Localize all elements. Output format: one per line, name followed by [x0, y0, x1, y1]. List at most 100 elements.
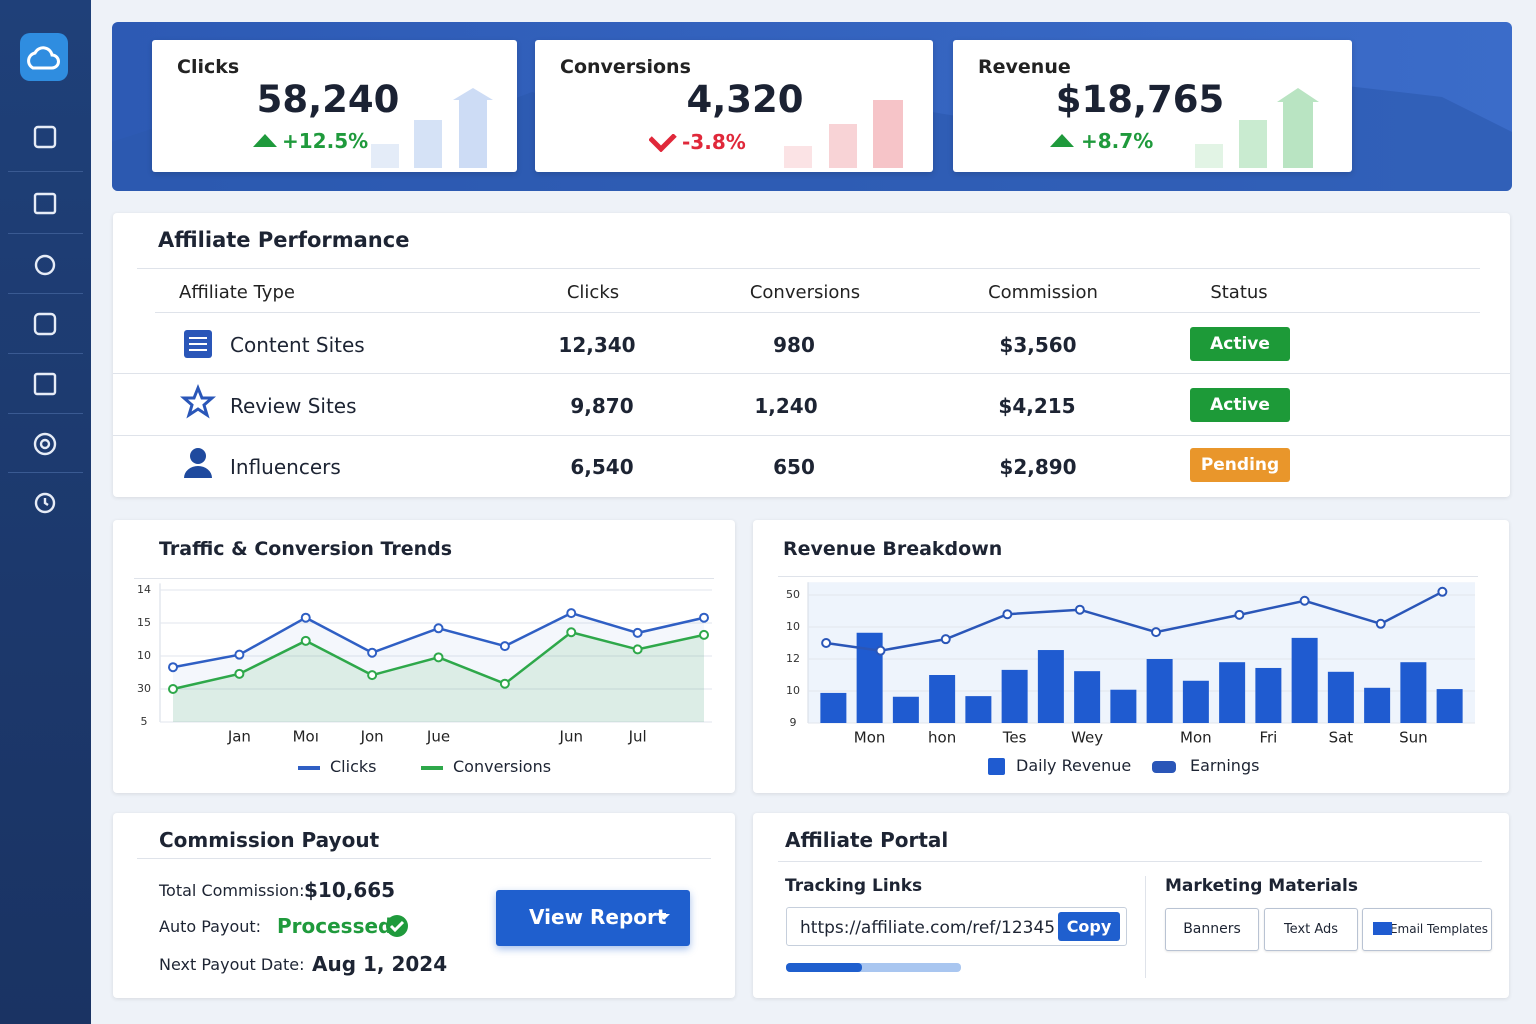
- mini-bars: [1195, 88, 1319, 168]
- separator: [8, 171, 83, 172]
- table-cell: $3,560: [999, 333, 1077, 357]
- table-cell: 9,870: [570, 394, 634, 418]
- label: Next Payout Date:: [159, 955, 305, 974]
- kpi-value: 58,240: [256, 78, 400, 121]
- separator: [8, 293, 83, 294]
- legend-label[interactable]: Daily Revenue: [1016, 756, 1132, 775]
- sidebar-icons: [20, 33, 68, 514]
- kpi-card: Conversions 4,320 -3.8%: [535, 40, 933, 172]
- down-arrow: [649, 134, 677, 152]
- progress-track: [786, 963, 961, 972]
- material-button[interactable]: Email Templates: [1362, 908, 1492, 951]
- kpi-label: Clicks: [177, 56, 240, 78]
- email-icon: [1373, 922, 1392, 935]
- nav-icon[interactable]: [33, 125, 57, 149]
- legend-label[interactable]: Earnings: [1190, 756, 1260, 775]
- copy-button[interactable]: Copy: [1058, 912, 1120, 941]
- kpi-value: $18,765: [1055, 78, 1225, 121]
- up-arrow: [1050, 134, 1074, 147]
- divider: [113, 435, 1510, 436]
- nav-icon[interactable]: [33, 192, 57, 215]
- legend-swatch: [421, 766, 443, 770]
- nav-icon[interactable]: [34, 254, 56, 276]
- legend-label[interactable]: Clicks: [330, 757, 377, 776]
- table-header: Commission: [988, 282, 1098, 303]
- separator: [8, 472, 83, 473]
- divider: [113, 373, 1510, 374]
- logo[interactable]: [20, 33, 68, 81]
- panel-title: Commission Payout: [159, 828, 380, 852]
- up-arrow: [253, 134, 277, 147]
- kpi-label: Revenue: [978, 56, 1071, 78]
- separator: [8, 413, 83, 414]
- table-cell: 12,340: [558, 333, 636, 357]
- panel-title: Affiliate Portal: [785, 828, 949, 852]
- mini-bars: [784, 100, 903, 168]
- section-title: Marketing Materials: [1165, 876, 1358, 896]
- table-header: Conversions: [749, 282, 861, 303]
- chart-title: Traffic & Conversion Trends: [159, 538, 453, 560]
- divider: [1145, 876, 1146, 978]
- table-cell: Content Sites: [230, 333, 365, 357]
- divider: [155, 312, 1480, 313]
- separator: [8, 353, 83, 354]
- nav-icon-detail: [39, 438, 51, 450]
- check-icon: [386, 915, 408, 937]
- nav-icon[interactable]: [34, 492, 56, 514]
- revenue-panel: [753, 520, 1509, 793]
- status-badge: Active: [1190, 327, 1290, 361]
- nav-icon[interactable]: [33, 372, 57, 396]
- progress-fill: [786, 963, 862, 972]
- legend-label[interactable]: Conversions: [453, 757, 552, 776]
- view-report-button[interactable]: View Report: [496, 890, 690, 946]
- label: Total Commission:: [159, 881, 305, 900]
- table-header: Affiliate Type: [179, 282, 295, 303]
- legend-swatch: [988, 758, 1005, 775]
- table-cell: 1,240: [754, 394, 818, 418]
- traffic-panel: [113, 520, 735, 793]
- divider: [134, 578, 714, 579]
- table-cell: 650: [773, 455, 815, 479]
- label: Auto Payout:: [159, 917, 262, 936]
- star-icon: [180, 383, 216, 419]
- status-badge: Active: [1190, 388, 1290, 422]
- kpi-value: 4,320: [686, 78, 804, 121]
- legend-swatch: [298, 766, 320, 770]
- button-label: View Report: [529, 905, 667, 929]
- sidebar: [0, 0, 91, 1024]
- mini-bars: [371, 88, 493, 168]
- table-cell: 6,540: [570, 455, 634, 479]
- person-icon: [190, 448, 206, 464]
- next-payout-date: Aug 1, 2024: [312, 952, 448, 976]
- material-button[interactable]: Banners: [1165, 908, 1259, 951]
- row-icons: [180, 330, 216, 478]
- divider: [137, 268, 1480, 269]
- tracking-url: https://affiliate.com/ref/12345: [800, 918, 1056, 938]
- table-header: Clicks: [566, 282, 620, 303]
- divider: [137, 858, 711, 859]
- kpi-change: +8.7%: [1081, 129, 1154, 153]
- divider: [778, 861, 1482, 862]
- table-cell: 980: [773, 333, 815, 357]
- nav-icon[interactable]: [33, 312, 57, 336]
- kpi-change: -3.8%: [682, 130, 746, 154]
- material-button[interactable]: Text Ads: [1264, 908, 1358, 951]
- status-badge: Pending: [1190, 448, 1290, 482]
- divider: [778, 576, 1478, 577]
- separator: [8, 233, 83, 234]
- table-cell: Influencers: [230, 455, 341, 479]
- kpi-change: +12.5%: [282, 129, 369, 153]
- nav-icon[interactable]: [33, 432, 57, 456]
- logo-icon: [27, 46, 60, 70]
- dropdown-caret: [658, 914, 670, 920]
- table-cell: $4,215: [998, 394, 1076, 418]
- table-cell: $2,890: [999, 455, 1077, 479]
- kpi-card: Revenue $18,765 +8.7%: [953, 40, 1352, 172]
- table-header: Status: [1210, 282, 1268, 303]
- legend-swatch: [1152, 761, 1176, 773]
- payout-status: Processed: [277, 914, 393, 938]
- table-cell: Review Sites: [230, 394, 357, 418]
- total-commission: $10,665: [304, 878, 396, 902]
